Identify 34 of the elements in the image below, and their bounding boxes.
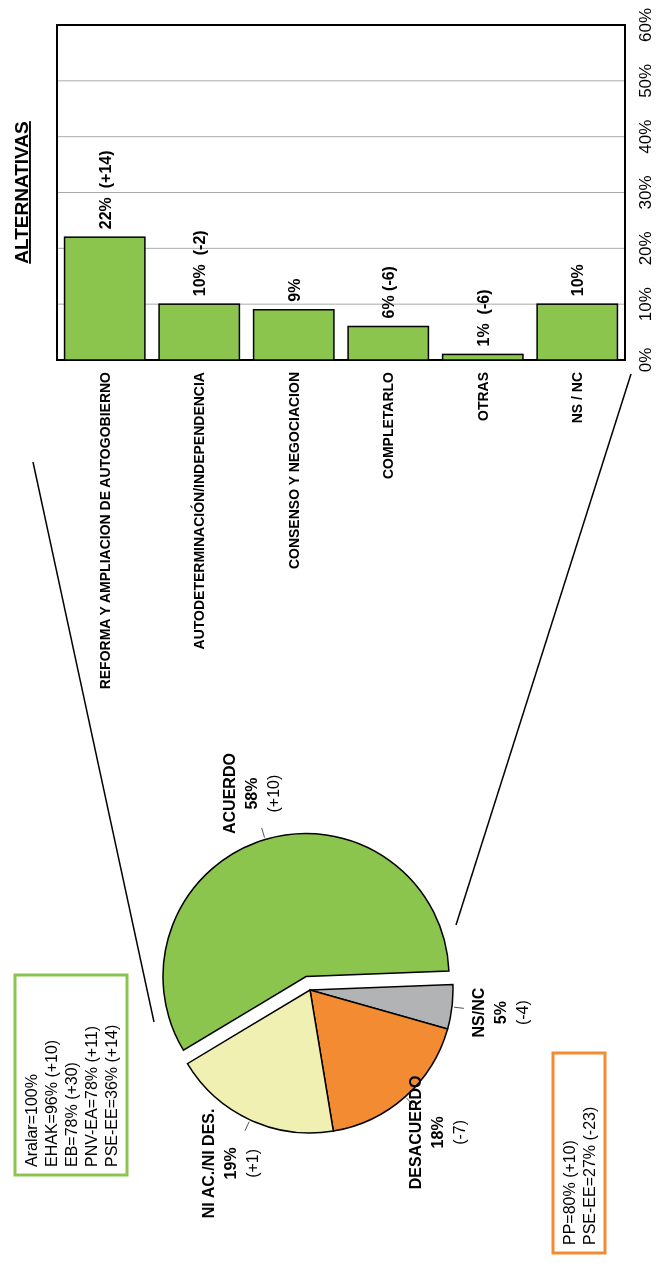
text: (+1) [243, 1148, 261, 1178]
data-label: 19% [221, 1147, 239, 1180]
y-tick-label: 50% [636, 63, 655, 98]
y-tick-label: 20% [636, 231, 655, 266]
text: Aralar=100% EHAK=96% (+10) EB=78% (+30) PNV-EA=78% (+11) PSE-EE=36% (+14) [23, 1024, 120, 1167]
y-tick-label: 40% [636, 119, 655, 154]
text: (+10) [265, 774, 283, 813]
data-label: 10% (-2) [191, 230, 209, 297]
text: (-7) [451, 1119, 469, 1145]
data-label: 22% (+14) [96, 150, 114, 230]
data-label: 6% (-6) [380, 266, 398, 319]
y-tick-label: 60% [636, 7, 655, 43]
x-tick-label: OTRAS [474, 372, 491, 421]
data-label: 1% (-6) [474, 289, 492, 347]
y-tick-label: 0% [636, 347, 655, 373]
x-tick-label: REFORMA Y AMPLIACION DE AUTOGOBIERNO [96, 371, 113, 690]
text: PP=80% (+10) PSE-EE=27% (-23) [561, 1106, 598, 1245]
text: ALTERNATIVAS [11, 121, 32, 264]
x-tick-label: AUTODETERMINACIÓN/INDEPENDENCIA [190, 372, 208, 650]
slice-label: NI AC./NI DES. [199, 1108, 217, 1219]
text: (-4) [513, 1000, 531, 1026]
data-label: 18% [429, 1116, 447, 1149]
y-tick-label: 30% [636, 175, 655, 210]
x-tick-label: NS / NC [569, 372, 586, 424]
data-label: 5% [491, 1001, 509, 1025]
x-tick-label: CONSENSO Y NEGOCIACION [285, 372, 302, 570]
data-label: 10% [569, 264, 587, 297]
slice-label: NS/NC [469, 987, 487, 1038]
data-label: 9% [285, 278, 303, 302]
y-tick-label: 10% [636, 287, 655, 322]
slice-label: ACUERDO [221, 753, 239, 834]
x-tick-label: COMPLETARLO [380, 371, 397, 480]
slice-label: DESACUERDO [407, 1075, 425, 1190]
data-label: 58% [243, 777, 261, 810]
